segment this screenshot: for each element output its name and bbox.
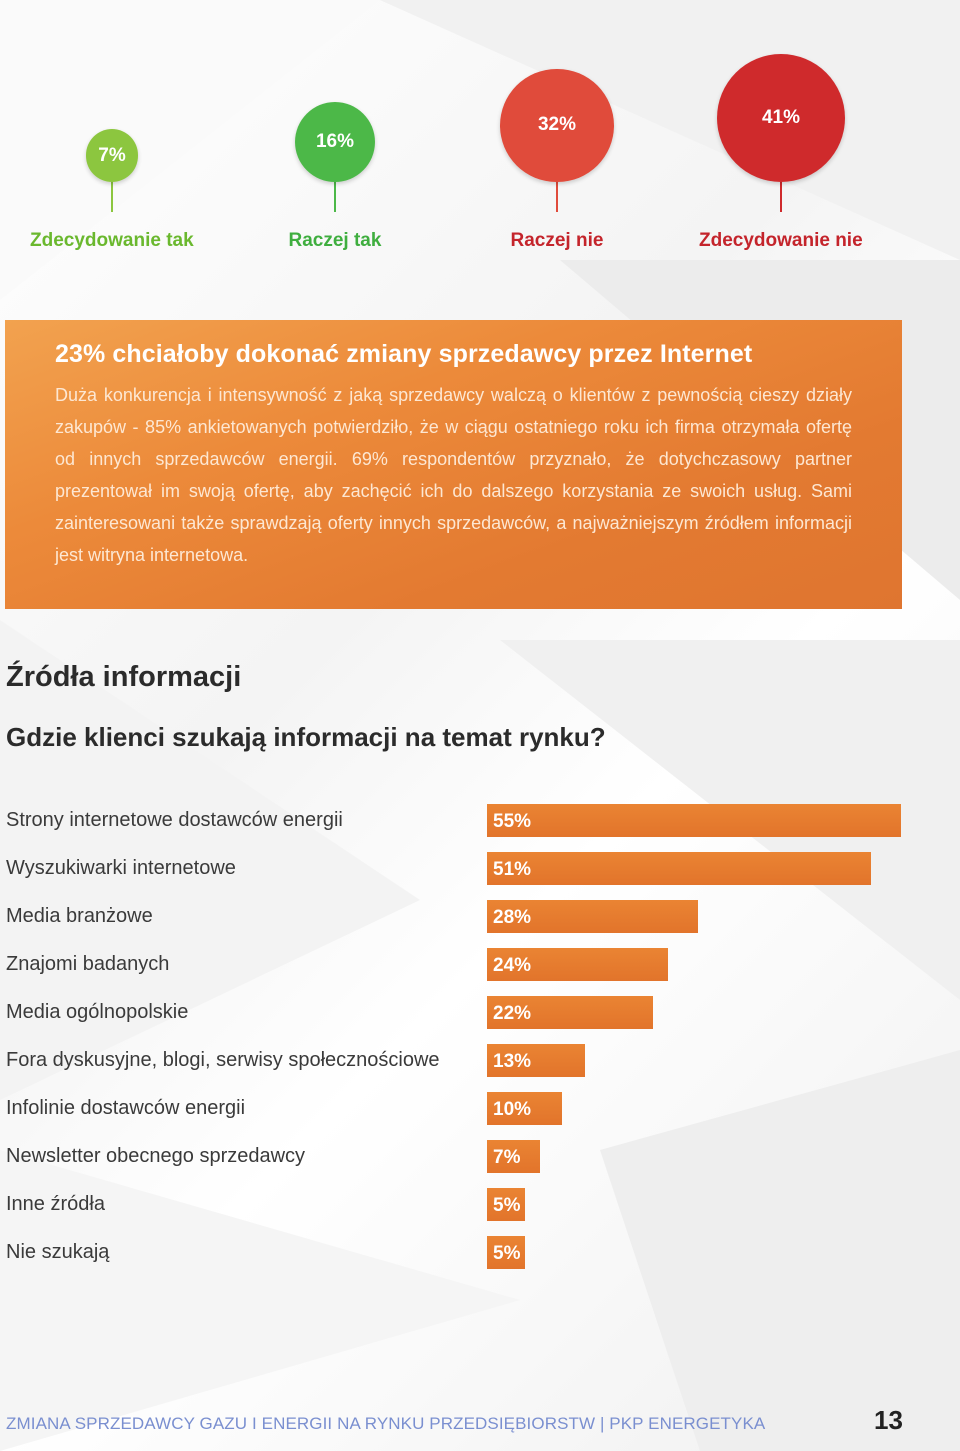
bubble-label-3: Raczej nie: [510, 230, 604, 251]
bar-value-label: 5%: [493, 1195, 521, 1216]
bar: [487, 1140, 540, 1173]
bubble-stem: [111, 182, 113, 212]
bubble-1: 7%: [85, 129, 139, 182]
bar-category-label: Wyszukiwarki internetowe: [6, 857, 236, 879]
info-sources-bar-chart: Strony internetowe dostawców energii 55% W…: [0, 800, 960, 1280]
bar-value-label: 7%: [493, 1147, 521, 1168]
section-subtitle: Gdzie klienci szukają informacji na tema…: [6, 722, 606, 752]
bar: [487, 852, 871, 885]
bar-value-label: 13%: [493, 1051, 532, 1072]
bar: [487, 900, 698, 933]
bar-value-label: 10%: [493, 1099, 532, 1120]
bar-category-label: Strony internetowe dostawców energii: [6, 809, 343, 831]
bar-category-label: Fora dyskusyjne, blogi, serwisy społeczn…: [6, 1049, 440, 1071]
bubble-stem: [556, 182, 558, 212]
section-title: Źródła informacji: [6, 661, 242, 693]
bar-value-label: 28%: [493, 907, 532, 928]
bubble-stem: [780, 182, 782, 212]
bar-category-label: Infolinie dostawców energii: [6, 1097, 246, 1119]
info-box-body: Duża konkurencja i intensywność z jaką s…: [55, 385, 852, 565]
bar-category-label: Media ogólnopolskie: [6, 1001, 189, 1023]
bubble-label-2: Raczej tak: [288, 230, 382, 251]
bar: [487, 1236, 525, 1269]
bar: [487, 804, 901, 837]
bubble-2: 16%: [295, 102, 375, 182]
bar-category-label: Nie szukają: [6, 1241, 110, 1263]
bubble-label-1: Zdecydowanie tak: [30, 230, 194, 251]
bar: [487, 996, 653, 1029]
bubble-stem: [334, 182, 336, 212]
page-number: 13: [874, 1405, 903, 1435]
bar-value-label: 51%: [493, 859, 532, 880]
bar: [487, 948, 668, 981]
answer-bubble-chart: 7% Zdecydowanie tak 16% Raczej tak 32% Raczej…: [0, 0, 960, 270]
info-box: 23% chciałoby dokonać zmiany sprzedawcy …: [5, 320, 902, 609]
bubble-label-4: Zdecydowanie nie: [699, 230, 863, 251]
bar: [487, 1188, 525, 1221]
bar-value-label: 24%: [493, 955, 532, 976]
bubble-3: 32%: [500, 68, 614, 182]
bar-category-label: Newsletter obecnego sprzedawcy: [6, 1145, 306, 1167]
bar: [487, 1044, 585, 1077]
footer-text: ZMIANA SPRZEDAWCY GAZU I ENERGII NA RYNK…: [6, 1414, 766, 1433]
bar-value-label: 22%: [493, 1003, 532, 1024]
bar-value-label: 5%: [493, 1243, 521, 1264]
bubble-4: 41%: [717, 54, 845, 182]
bar-category-label: Inne źródła: [6, 1193, 105, 1215]
bar: [487, 1092, 562, 1125]
bar-value-label: 55%: [493, 811, 532, 832]
bar-category-label: Media branżowe: [6, 905, 153, 927]
bar-category-label: Znajomi badanych: [6, 953, 170, 975]
info-box-title: 23% chciałoby dokonać zmiany sprzedawcy …: [55, 340, 753, 368]
